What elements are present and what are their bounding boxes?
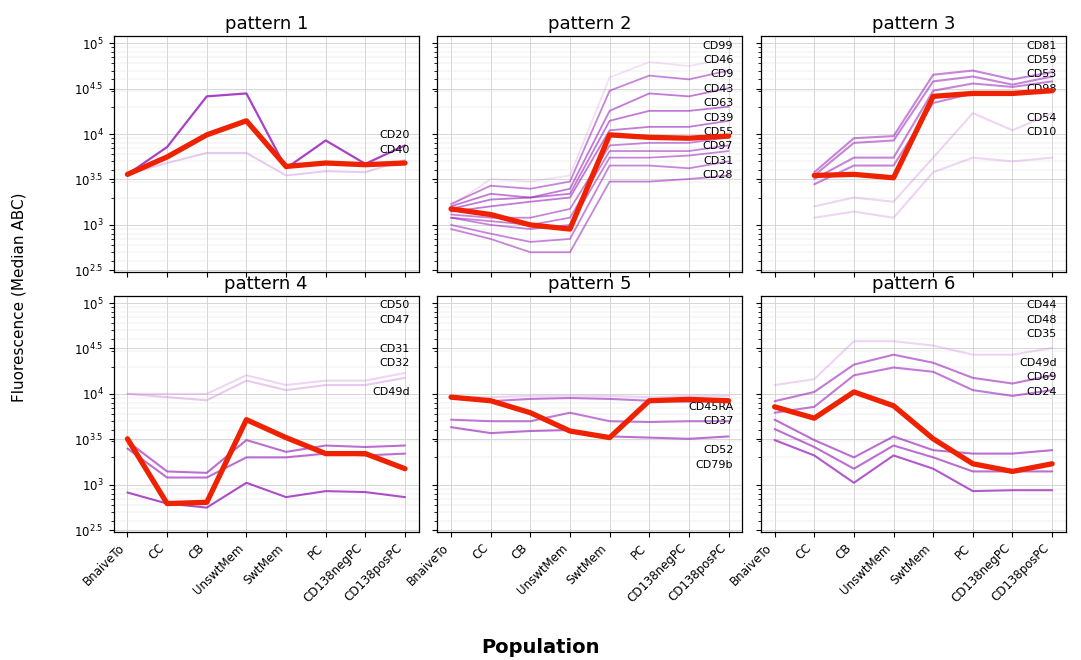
Title: pattern 1: pattern 1 <box>225 15 308 33</box>
Title: pattern 2: pattern 2 <box>548 15 631 33</box>
Text: Fluorescence (Median ABC): Fluorescence (Median ABC) <box>12 192 27 402</box>
Text: CD99
CD46
CD9
CD43
CD63
CD39
CD55
CD97
CD31
CD28: CD99 CD46 CD9 CD43 CD63 CD39 CD55 CD97 C… <box>703 41 733 180</box>
Text: Population: Population <box>481 638 600 657</box>
Text: CD20
CD40: CD20 CD40 <box>379 131 410 155</box>
Title: pattern 3: pattern 3 <box>871 15 956 33</box>
Title: pattern 4: pattern 4 <box>225 275 308 293</box>
Title: pattern 6: pattern 6 <box>871 275 955 293</box>
Text: CD50
CD47

CD31
CD32

CD49d: CD50 CD47 CD31 CD32 CD49d <box>372 300 410 397</box>
Text: CD81
CD59
CD53
CD98

CD54
CD10: CD81 CD59 CD53 CD98 CD54 CD10 <box>1026 41 1057 137</box>
Text: CD45RA
CD37

CD52
CD79b: CD45RA CD37 CD52 CD79b <box>688 402 733 470</box>
Text: CD44
CD48
CD35

CD49d
CD69
CD24: CD44 CD48 CD35 CD49d CD69 CD24 <box>1019 300 1057 397</box>
Title: pattern 5: pattern 5 <box>548 275 631 293</box>
